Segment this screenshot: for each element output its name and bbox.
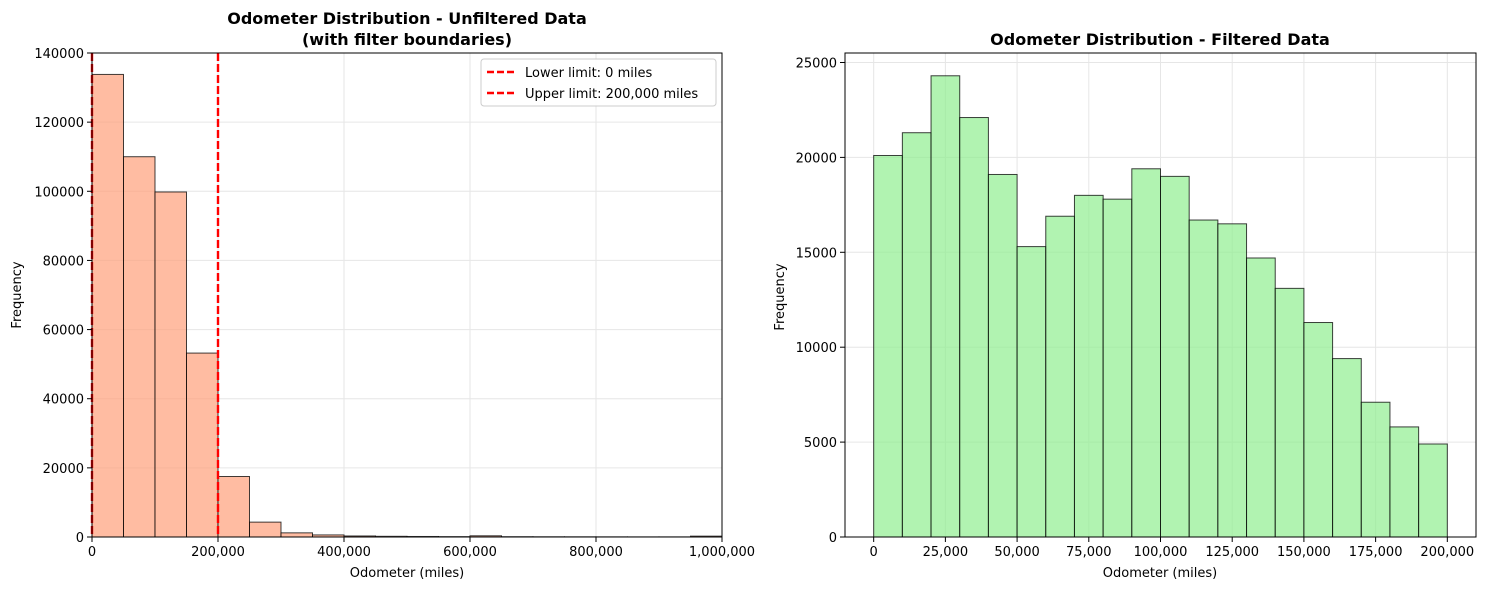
y-tick-label: 60000 (43, 324, 84, 339)
histogram-bar (930, 75, 961, 538)
y-tick-label: 100000 (34, 185, 84, 200)
bars (91, 73, 723, 538)
chart-subtitle: (with filter boundaries) (302, 30, 512, 49)
x-tick-label: 75,000 (1066, 545, 1112, 560)
histogram-bar (91, 73, 124, 538)
histogram-bar (873, 154, 903, 538)
x-tick-label: 150,000 (1277, 545, 1331, 560)
histogram-bar (1303, 322, 1334, 538)
unfiltered-histogram: Odometer Distribution - Unfiltered Data … (10, 9, 755, 581)
histogram-bar (123, 156, 156, 538)
histogram-bar (1246, 257, 1276, 538)
plot-frame (91, 52, 723, 538)
x-tick-label: 600,000 (443, 545, 497, 560)
y-tick-label: 0 (829, 531, 837, 546)
histogram-bar (1045, 215, 1075, 538)
legend: Lower limit: 0 miles Upper limit: 200,00… (480, 58, 717, 107)
histogram-bar (987, 173, 1018, 538)
y-tick-label: 0 (76, 531, 84, 546)
x-tick-label: 175,000 (1349, 545, 1403, 560)
histogram-bar (1073, 194, 1104, 538)
y-axis-ticks: 0 5000 10000 15000 20000 25000 (796, 56, 845, 546)
y-tick-label: 25000 (796, 56, 837, 71)
y-tick-label: 5000 (804, 436, 837, 451)
histogram-bar (1389, 426, 1420, 538)
histogram-bar (1274, 287, 1305, 538)
histogram-bar (901, 132, 932, 538)
y-tick-label: 120000 (34, 116, 84, 131)
x-tick-label: 1,000,000 (689, 545, 755, 560)
y-axis-label: Frequency (10, 261, 25, 328)
x-tick-label: 200,000 (1420, 545, 1474, 560)
y-axis-ticks: 0 20000 40000 60000 80000 100000 120000 140000 (34, 47, 92, 546)
x-tick-label: 200,000 (191, 545, 245, 560)
histogram-bar (1102, 198, 1133, 538)
x-tick-label: 50,000 (994, 545, 1040, 560)
histogram-bar (1418, 443, 1448, 538)
legend-entry-lower: Lower limit: 0 miles (525, 66, 652, 81)
histogram-bar (959, 117, 989, 538)
y-tick-label: 10000 (796, 341, 837, 356)
chart-title: Odometer Distribution - Filtered Data (990, 30, 1330, 49)
y-tick-label: 20000 (796, 151, 837, 166)
histogram-bar (1332, 358, 1362, 538)
y-axis-label: Frequency (773, 263, 788, 330)
histogram-bar (1016, 246, 1047, 538)
histogram-bar (154, 191, 187, 538)
x-axis-label: Odometer (miles) (350, 566, 464, 581)
x-axis-ticks: 0 25,000 50,000 75,000 100,000 125,000 150,000… (870, 537, 1474, 560)
histogram-bar (1160, 175, 1190, 538)
x-tick-label: 0 (870, 545, 878, 560)
histogram-bar (280, 532, 313, 538)
y-tick-label: 140000 (34, 47, 84, 62)
filtered-histogram: Odometer Distribution - Filtered Data 0 2… (773, 30, 1477, 581)
chart-title: Odometer Distribution - Unfiltered Data (227, 9, 587, 28)
x-tick-label: 25,000 (923, 545, 969, 560)
y-tick-label: 20000 (43, 462, 84, 477)
histogram-bar (1188, 219, 1219, 538)
histogram-bar (217, 476, 250, 538)
legend-box (480, 58, 717, 107)
x-axis-ticks: 0 200,000 400,000 600,000 800,000 1,000,000 (88, 537, 755, 560)
bars (873, 75, 1448, 538)
x-tick-label: 125,000 (1205, 545, 1259, 560)
x-tick-label: 100,000 (1134, 545, 1188, 560)
histogram-bar (249, 521, 282, 538)
x-tick-label: 0 (88, 545, 96, 560)
y-tick-label: 80000 (43, 254, 84, 269)
y-tick-label: 40000 (43, 393, 84, 408)
histogram-bar (1131, 168, 1162, 538)
histogram-bar (1360, 401, 1391, 538)
histogram-bar (186, 352, 219, 538)
y-tick-label: 15000 (796, 246, 837, 261)
legend-entry-upper: Upper limit: 200,000 miles (525, 87, 698, 102)
x-tick-label: 400,000 (317, 545, 371, 560)
histogram-bar (1217, 223, 1248, 538)
x-axis-label: Odometer (miles) (1103, 566, 1217, 581)
x-tick-label: 800,000 (569, 545, 623, 560)
